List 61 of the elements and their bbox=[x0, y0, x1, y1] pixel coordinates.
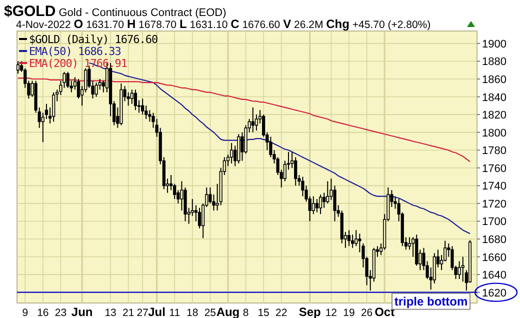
x-tick-label: 23 bbox=[54, 307, 67, 318]
x-tick-label: 13 bbox=[104, 307, 117, 318]
candlestick bbox=[237, 134, 240, 164]
candlestick bbox=[251, 106, 254, 133]
candlestick bbox=[180, 180, 184, 212]
x-tick-label: 11 bbox=[169, 307, 180, 318]
candlestick bbox=[461, 256, 464, 282]
x-tick-label: Oct bbox=[374, 305, 395, 318]
legend-label: $GOLD (Daily) 1676.60 bbox=[29, 33, 158, 46]
x-tick-label: Jun bbox=[71, 305, 93, 318]
y-tick-label: 1660 bbox=[482, 252, 506, 264]
y-tick-label: 1820 bbox=[482, 110, 506, 122]
x-tick-label: 12 bbox=[325, 307, 338, 318]
candlestick bbox=[318, 194, 322, 215]
chart-title: $GOLD Gold - Continuous Contract (EOD) bbox=[4, 3, 226, 20]
candlestick bbox=[134, 89, 138, 111]
x-tick-label: 9 bbox=[22, 307, 28, 318]
x-tick-label: 27 bbox=[136, 307, 149, 318]
y-tick-label: 1880 bbox=[482, 56, 506, 68]
candlestick bbox=[312, 196, 315, 215]
x-tick-label: 25 bbox=[204, 307, 216, 318]
y-tick-label: 1780 bbox=[482, 145, 506, 158]
y-tick-label: 1760 bbox=[482, 162, 506, 175]
y-tick-label: 1740 bbox=[482, 180, 506, 193]
y-tick-label: 1860 bbox=[482, 74, 506, 86]
y-tick-label: 1720 bbox=[482, 198, 506, 210]
text: 4-Nov-2022 O 1631.70 H 1678.70 L 1631.10 C 1676.60 V 26.2M Chg +45.70 (+2.80%) bbox=[16, 17, 431, 31]
x-tick-label: 15 bbox=[258, 307, 270, 318]
legend-label: EMA(50) 1686.33 bbox=[29, 45, 121, 58]
x-tick-label: 22 bbox=[276, 307, 288, 318]
x-tick-label: Jul bbox=[148, 305, 166, 318]
legend-label: EMA(200) 1766.91 bbox=[29, 57, 127, 70]
y-tick-label: 1900 bbox=[482, 38, 506, 50]
y-tick-label: 1800 bbox=[482, 127, 506, 140]
x-tick-label: 8 bbox=[242, 307, 249, 318]
candlestick bbox=[52, 92, 56, 122]
candlestick bbox=[350, 234, 354, 248]
candlestick bbox=[66, 71, 70, 88]
x-tick-label: 26 bbox=[360, 307, 373, 318]
candlestick bbox=[458, 260, 461, 280]
y-tick-label: 1840 bbox=[482, 92, 506, 104]
candlestick bbox=[94, 82, 98, 98]
y-tick-label: 1620 bbox=[482, 287, 506, 300]
candlestick bbox=[269, 136, 272, 158]
x-tick-label: 18 bbox=[186, 307, 198, 318]
y-tick-label: 1680 bbox=[482, 234, 506, 246]
y-tick-label: 1640 bbox=[482, 270, 506, 282]
candlestick bbox=[230, 142, 234, 164]
y-tick-label: 1700 bbox=[482, 216, 506, 228]
candlestick bbox=[315, 198, 319, 213]
candlestick bbox=[130, 89, 134, 104]
ref-line-label: triple bottom bbox=[394, 294, 468, 308]
candlestick bbox=[141, 98, 144, 116]
candlestick bbox=[326, 180, 330, 204]
candlestick bbox=[322, 192, 326, 208]
candlestick bbox=[240, 132, 244, 162]
x-tick-label: 19 bbox=[343, 307, 355, 318]
candlestick bbox=[198, 207, 202, 229]
candlestick bbox=[347, 230, 351, 247]
x-tick-label: 21 bbox=[122, 307, 134, 318]
x-tick-label: 16 bbox=[37, 307, 49, 318]
